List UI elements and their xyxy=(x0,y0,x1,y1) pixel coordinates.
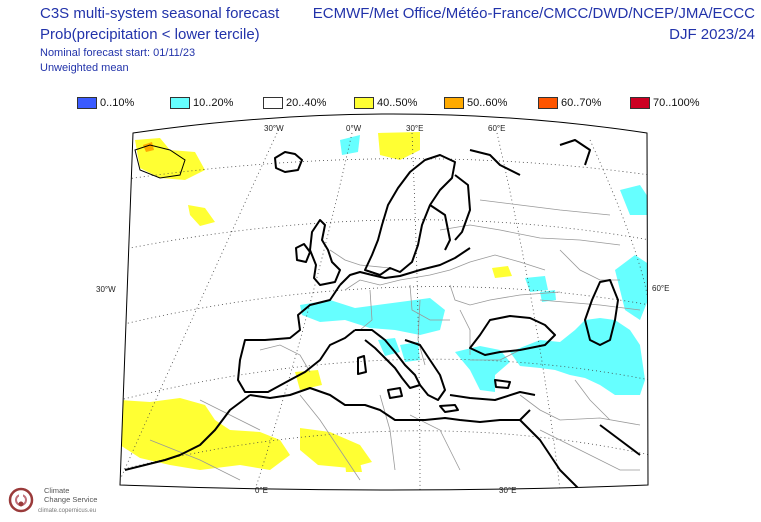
logo-name: Climate Change Service xyxy=(44,486,97,504)
title-line1: C3S multi-system seasonal forecast xyxy=(40,5,280,22)
legend-label-3: 40..50% xyxy=(377,97,418,109)
legend-label-4: 50..60% xyxy=(467,97,508,109)
legend-swatch-3 xyxy=(354,97,374,109)
lon-label-top-3: 60°E xyxy=(488,124,505,133)
legend-label-1: 10..20% xyxy=(193,97,234,109)
centres-label: ECMWF/Met Office/Météo-France/CMCC/DWD/N… xyxy=(312,5,755,22)
orange-probability-area xyxy=(143,142,154,152)
lon-label-top-0: 30°W xyxy=(264,124,284,133)
logo-url: climate.copernicus.eu xyxy=(38,508,97,514)
legend-label-2: 20..40% xyxy=(286,97,327,109)
legend-item-0: 0..10% xyxy=(77,96,134,110)
copernicus-logo-icon xyxy=(8,487,34,513)
lon-label-bottom-0: 0°E xyxy=(255,486,268,495)
logo-name-line2: Change Service xyxy=(44,495,98,504)
legend-swatch-4 xyxy=(444,97,464,109)
lat-label-right: 60°E xyxy=(652,284,669,293)
season-label: DJF 2023/24 xyxy=(669,26,755,43)
nominal-start: Nominal forecast start: 01/11/23 xyxy=(40,47,196,59)
lon-label-top-1: 0°W xyxy=(346,124,362,133)
legend-swatch-6 xyxy=(630,97,650,109)
legend-label-0: 0..10% xyxy=(100,97,135,109)
lat-label-left: 30°W xyxy=(96,285,116,294)
legend-item-4: 50..60% xyxy=(444,96,507,110)
legend-item-5: 60..70% xyxy=(538,96,601,110)
legend-item-2: 20..40% xyxy=(263,96,326,110)
graticule xyxy=(120,132,648,490)
legend-swatch-5 xyxy=(538,97,558,109)
legend-label-5: 60..70% xyxy=(561,97,602,109)
legend-item-1: 10..20% xyxy=(170,96,233,110)
greenland-coast xyxy=(134,144,186,179)
legend-label-6: 70..100% xyxy=(653,97,700,109)
map-frame xyxy=(119,113,649,491)
legend-swatch-1 xyxy=(170,97,190,109)
logo-name-line1: Climate xyxy=(44,486,70,495)
lon-label-bottom-1: 30°E xyxy=(499,486,516,495)
legend-swatch-0 xyxy=(77,97,97,109)
legend-item-3: 40..50% xyxy=(354,96,417,110)
coastlines xyxy=(124,139,641,490)
lon-label-top-2: 30°E xyxy=(406,124,423,133)
legend-item-6: 70..100% xyxy=(630,96,699,110)
yellow-probability-areas xyxy=(120,132,512,472)
title-line2: Prob(precipitation < lower tercile) xyxy=(40,26,260,43)
weighting-label: Unweighted mean xyxy=(40,62,129,74)
legend-swatch-2 xyxy=(263,97,283,109)
